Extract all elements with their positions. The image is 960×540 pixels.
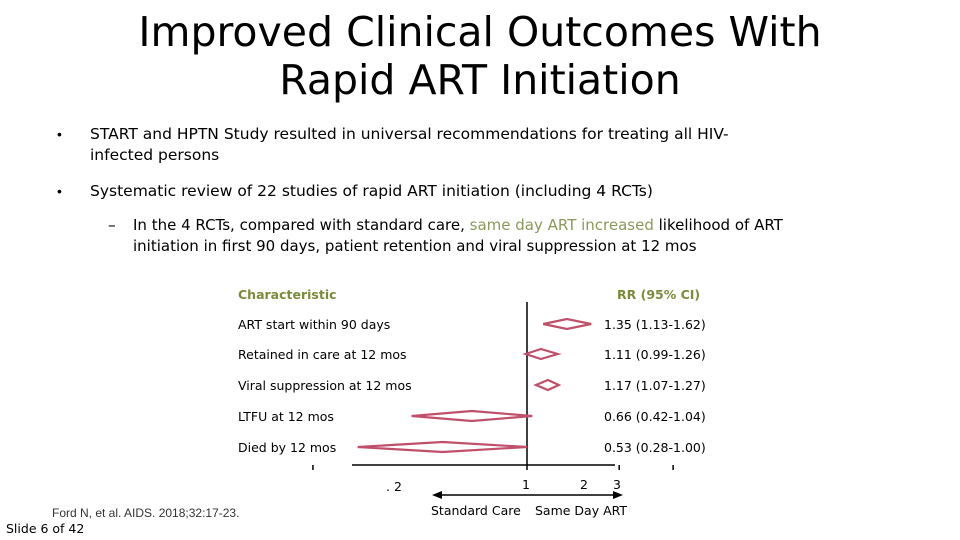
favors-standard-care: Standard Care xyxy=(431,503,521,518)
favors-right-arrowhead xyxy=(613,491,623,499)
bullet-2: Systematic review of 22 studies of rapid… xyxy=(90,182,653,200)
bullet-dot: • xyxy=(57,183,62,199)
tick-label: 2 xyxy=(580,477,588,492)
row-label: Died by 12 mos xyxy=(238,440,337,455)
favors-left-arrowhead xyxy=(432,491,442,499)
row-rr-value: 1.35 (1.13-1.62) xyxy=(604,317,706,332)
rr-diamond xyxy=(533,378,562,392)
header-rr-ci: RR (95% CI) xyxy=(617,287,701,302)
bullet-dot: • xyxy=(57,126,62,142)
row-rr-value: 1.17 (1.07-1.27) xyxy=(604,378,706,393)
row-label: Viral suppression at 12 mos xyxy=(238,378,412,393)
tick-label: 3 xyxy=(613,477,621,492)
row-label: ART start within 90 days xyxy=(238,317,391,332)
rr-diamond xyxy=(411,409,533,423)
sub-bullet-dash: – xyxy=(108,216,116,234)
sub-bullet-highlight: same day ART increased xyxy=(469,216,654,234)
bullet-1: START and HPTN Study resulted in univers… xyxy=(90,124,729,166)
tick-label: 1 xyxy=(522,477,530,492)
slide-title: Improved Clinical Outcomes With Rapid AR… xyxy=(60,8,900,104)
title-line-2: Rapid ART Initiation xyxy=(279,56,681,104)
bullet-1-line-1: START and HPTN Study resulted in univers… xyxy=(90,125,729,143)
rr-diamond xyxy=(543,317,592,331)
header-characteristic: Characteristic xyxy=(238,287,337,302)
sub-bullet-text-2: likelihood of ART xyxy=(653,216,783,234)
sub-bullet-text-1: In the 4 RCTs, compared with standard ca… xyxy=(133,216,470,234)
favors-same-day-art: Same Day ART xyxy=(535,503,628,518)
sub-bullet-line-2: initiation in first 90 days, patient ret… xyxy=(133,237,697,255)
row-label: Retained in care at 12 mos xyxy=(238,347,407,362)
row-rr-value: 0.66 (0.42-1.04) xyxy=(604,409,706,424)
title-line-1: Improved Clinical Outcomes With xyxy=(138,8,822,56)
slide-number: Slide 6 of 42 xyxy=(6,521,85,536)
citation: Ford N, et al. AIDS. 2018;32:17-23. xyxy=(52,506,240,520)
row-label: LTFU at 12 mos xyxy=(238,409,334,424)
rr-diamond xyxy=(357,440,528,454)
sub-bullet: In the 4 RCTs, compared with standard ca… xyxy=(133,215,783,257)
rr-diamond xyxy=(522,347,562,361)
row-rr-value: 0.53 (0.28-1.00) xyxy=(604,440,706,455)
bullet-1-line-2: infected persons xyxy=(90,146,220,164)
tick-label: . 2 xyxy=(386,479,402,494)
row-rr-value: 1.11 (0.99-1.26) xyxy=(604,347,706,362)
